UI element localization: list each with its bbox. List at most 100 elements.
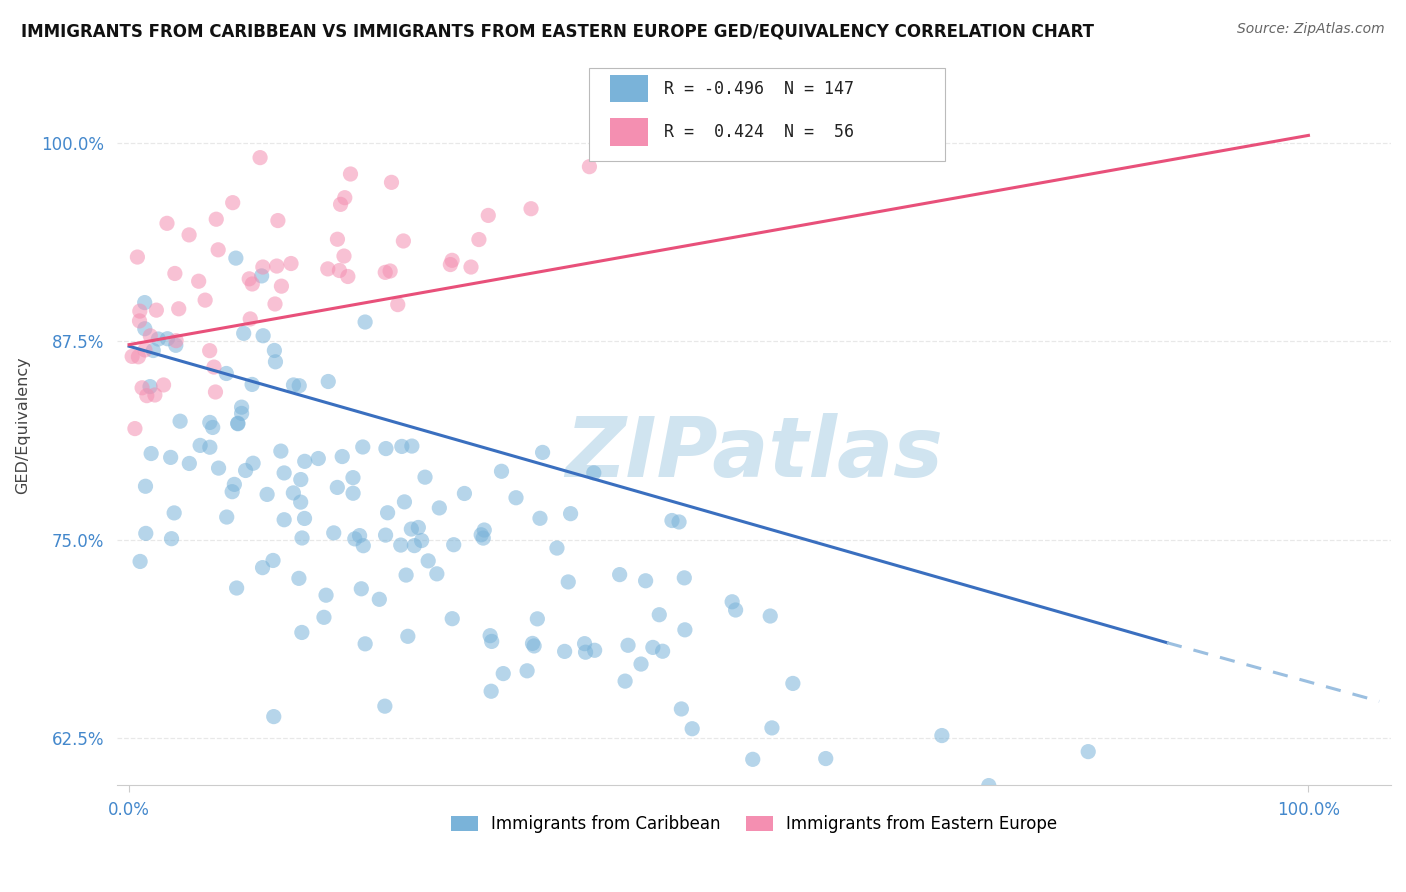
- Point: [270, 444, 292, 458]
- Point: [139, 379, 162, 393]
- Point: [441, 612, 464, 626]
- Point: [630, 657, 652, 671]
- Point: [142, 343, 165, 358]
- Point: [426, 566, 449, 581]
- Point: [128, 304, 150, 318]
- Y-axis label: GED/Equivalency: GED/Equivalency: [15, 356, 30, 493]
- Point: [240, 377, 263, 392]
- Point: [651, 644, 673, 658]
- Point: [205, 212, 228, 227]
- Point: [401, 439, 423, 453]
- FancyBboxPatch shape: [610, 118, 648, 145]
- Point: [128, 314, 150, 328]
- Point: [129, 554, 152, 568]
- Point: [291, 625, 314, 640]
- Point: [1077, 745, 1099, 759]
- Point: [263, 343, 285, 358]
- Point: [215, 510, 238, 524]
- Point: [231, 400, 253, 414]
- Point: [374, 442, 396, 456]
- Point: [560, 507, 582, 521]
- Point: [288, 378, 311, 392]
- Text: IMMIGRANTS FROM CARIBBEAN VS IMMIGRANTS FROM EASTERN EUROPE GED/EQUIVALENCY CORR: IMMIGRANTS FROM CARIBBEAN VS IMMIGRANTS …: [21, 22, 1094, 40]
- Point: [693, 827, 716, 841]
- Point: [470, 528, 492, 542]
- Point: [1004, 811, 1026, 825]
- Point: [264, 355, 287, 369]
- Point: [215, 367, 238, 381]
- Point: [977, 779, 1000, 793]
- Point: [226, 417, 249, 431]
- Point: [342, 470, 364, 484]
- Point: [391, 439, 413, 453]
- Point: [354, 637, 377, 651]
- Point: [333, 249, 356, 263]
- Point: [328, 263, 350, 277]
- Point: [266, 259, 288, 273]
- Point: [169, 414, 191, 428]
- Point: [404, 539, 426, 553]
- Point: [294, 511, 316, 525]
- Point: [479, 629, 502, 643]
- Point: [280, 256, 302, 270]
- Point: [574, 645, 596, 659]
- Point: [531, 445, 554, 459]
- Point: [354, 315, 377, 329]
- Point: [270, 279, 292, 293]
- Point: [931, 729, 953, 743]
- Point: [329, 197, 352, 211]
- Point: [492, 666, 515, 681]
- Point: [225, 251, 247, 265]
- Point: [167, 301, 190, 316]
- Point: [574, 637, 596, 651]
- Point: [378, 264, 401, 278]
- Point: [441, 253, 464, 268]
- Point: [522, 636, 544, 650]
- Point: [526, 612, 548, 626]
- Point: [134, 343, 156, 357]
- Point: [554, 644, 576, 658]
- Point: [143, 388, 166, 402]
- Point: [264, 297, 287, 311]
- Point: [226, 417, 249, 431]
- Point: [326, 232, 349, 246]
- Point: [152, 378, 174, 392]
- Point: [609, 567, 631, 582]
- Point: [380, 175, 402, 189]
- Point: [165, 334, 187, 348]
- Point: [252, 560, 274, 574]
- Point: [194, 293, 217, 307]
- Point: [394, 495, 416, 509]
- Point: [273, 466, 295, 480]
- Point: [235, 463, 257, 477]
- Point: [460, 260, 482, 274]
- Point: [614, 674, 637, 689]
- Point: [352, 440, 374, 454]
- Point: [681, 722, 703, 736]
- Text: ZIPatlas: ZIPatlas: [565, 413, 943, 494]
- Point: [290, 495, 312, 509]
- Point: [395, 568, 418, 582]
- Point: [617, 638, 640, 652]
- Point: [204, 384, 226, 399]
- FancyBboxPatch shape: [610, 75, 648, 103]
- Point: [392, 234, 415, 248]
- Point: [413, 470, 436, 484]
- Point: [316, 261, 339, 276]
- Point: [721, 595, 744, 609]
- Point: [242, 456, 264, 470]
- Point: [374, 265, 396, 279]
- Point: [198, 343, 221, 358]
- Point: [163, 267, 186, 281]
- Point: [582, 466, 605, 480]
- Point: [411, 533, 433, 548]
- Point: [139, 446, 162, 460]
- Point: [156, 216, 179, 230]
- Point: [159, 450, 181, 465]
- Point: [315, 588, 337, 602]
- Point: [139, 328, 162, 343]
- Point: [134, 322, 156, 336]
- Point: [443, 538, 465, 552]
- Point: [187, 274, 209, 288]
- Point: [453, 486, 475, 500]
